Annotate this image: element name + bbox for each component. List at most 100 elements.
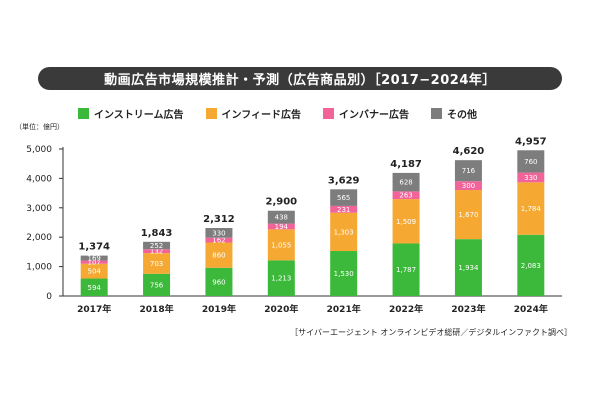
x-tick-label: 2018年 — [140, 303, 174, 315]
legend-swatch-other — [431, 107, 442, 119]
segment-value-label: 716 — [462, 167, 476, 175]
source-note: ［サイバーエージェント オンラインビデオ総研／デジタルインファクト調べ］ — [290, 328, 572, 337]
y-tick-label: 4,000 — [26, 174, 52, 184]
bar-segment-instream — [80, 278, 108, 296]
segment-value-label: 1,055 — [271, 241, 291, 249]
bar-total-label: 3,629 — [328, 175, 360, 186]
segment-value-label: 860 — [212, 252, 225, 260]
bar-total-label: 4,187 — [390, 159, 422, 170]
bar-segment-other — [143, 241, 171, 250]
bar-segment-inbanner — [267, 223, 295, 230]
bar-segment-instream — [517, 234, 545, 296]
legend-label-infeed: インフィード広告 — [221, 109, 302, 121]
legend: インストリーム広告 インフィード広告 インバナー広告 その他 — [78, 105, 477, 121]
bar-segment-instream — [143, 273, 171, 296]
x-tick-label: 2020年 — [264, 303, 298, 315]
bar-segment-inbanner — [392, 191, 420, 200]
bar-segment-infeed — [205, 242, 233, 268]
segment-value-label: 1,509 — [396, 218, 416, 226]
segment-value-label: 1,787 — [396, 266, 416, 274]
segment-value-label: 703 — [150, 260, 163, 268]
segment-value-label: 760 — [524, 158, 537, 166]
bar-segment-inbanner — [143, 249, 171, 254]
bar-total-label: 1,374 — [78, 242, 110, 253]
legend-label-inbanner: インバナー広告 — [339, 109, 409, 121]
segment-value-label: 1,213 — [271, 275, 291, 283]
legend-item-instream: インストリーム広告 — [78, 106, 184, 121]
bar-total-label: 2,312 — [203, 214, 235, 225]
bar-segment-infeed — [267, 229, 295, 261]
bar-segment-inbanner — [80, 260, 108, 264]
x-tick-label: 2024年 — [514, 303, 548, 315]
y-tick-label: 1,000 — [26, 263, 52, 273]
legend-label-other: その他 — [447, 109, 477, 121]
bar-total-label: 2,900 — [265, 197, 297, 208]
segment-value-label: 2,083 — [521, 262, 541, 270]
bar-segment-infeed — [143, 253, 171, 274]
segment-value-label: 162 — [212, 237, 225, 245]
bar-segment-infeed — [392, 199, 420, 244]
bar-segment-infeed — [454, 190, 482, 240]
y-tick-label: 5,000 — [26, 145, 52, 155]
bar-segment-infeed — [80, 263, 108, 279]
y-tick-label: 2,000 — [26, 233, 52, 243]
bar-segment-other — [267, 210, 295, 224]
segment-value-label: 1,670 — [458, 211, 478, 219]
legend-swatch-instream — [78, 107, 89, 119]
bar-segment-instream — [205, 267, 233, 296]
bar-segment-inbanner — [517, 172, 545, 183]
legend-item-other: その他 — [431, 106, 477, 121]
segment-value-label: 263 — [399, 192, 412, 200]
bar-segment-instream — [267, 260, 295, 296]
segment-value-label: 1,303 — [334, 228, 354, 236]
bar-segment-instream — [454, 239, 482, 296]
bar-segment-infeed — [330, 212, 358, 252]
x-tick-label: 2019年 — [202, 303, 236, 315]
bar-segment-instream — [330, 251, 358, 296]
segment-value-label: 960 — [212, 278, 225, 286]
segment-value-label: 330 — [212, 229, 225, 237]
segment-value-label: 330 — [524, 174, 537, 182]
legend-swatch-infeed — [205, 107, 217, 119]
bar-total-label: 1,843 — [141, 228, 173, 239]
x-tick-label: 2022年 — [389, 303, 423, 315]
segment-value-label: 169 — [88, 255, 101, 263]
y-unit-label: （単位：億円） — [15, 122, 64, 131]
y-tick-label: 0 — [46, 292, 52, 302]
segment-value-label: 1,934 — [458, 264, 479, 272]
bar-segment-other — [205, 228, 233, 238]
segment-value-label: 1,784 — [521, 205, 542, 213]
bar-segment-inbanner — [330, 205, 358, 213]
bar-segment-infeed — [517, 182, 545, 235]
bar-segment-other — [454, 160, 482, 182]
bar-segment-other — [80, 255, 108, 261]
bar-segment-inbanner — [205, 237, 233, 243]
y-tick-label: 3,000 — [26, 204, 52, 214]
bar-total-label: 4,957 — [515, 136, 547, 147]
x-tick-label: 2017年 — [77, 303, 111, 315]
bar-segment-instream — [392, 243, 420, 296]
bar-segment-inbanner — [454, 181, 482, 191]
segment-value-label: 132 — [150, 248, 163, 256]
segment-value-label: 300 — [462, 182, 475, 190]
legend-item-inbanner: インバナー広告 — [323, 106, 409, 121]
legend-item-infeed: インフィード広告 — [205, 106, 302, 121]
bar-total-label: 4,620 — [453, 146, 485, 157]
segment-value-label: 504 — [88, 268, 102, 276]
bar-segment-other — [517, 150, 545, 173]
segment-value-label: 194 — [275, 223, 289, 231]
segment-value-label: 252 — [150, 242, 163, 250]
segment-value-label: 107 — [88, 259, 101, 267]
x-tick-label: 2021年 — [327, 303, 361, 315]
segment-value-label: 1,530 — [334, 270, 354, 278]
segment-value-label: 594 — [88, 284, 102, 292]
bar-segment-other — [392, 172, 420, 192]
segment-value-label: 438 — [275, 214, 288, 222]
legend-label-instream: インストリーム広告 — [94, 109, 184, 121]
segment-value-label: 231 — [337, 206, 350, 214]
bar-segment-other — [330, 189, 358, 206]
segment-value-label: 756 — [150, 281, 164, 289]
segment-value-label: 628 — [399, 179, 412, 187]
legend-swatch-inbanner — [323, 107, 334, 119]
